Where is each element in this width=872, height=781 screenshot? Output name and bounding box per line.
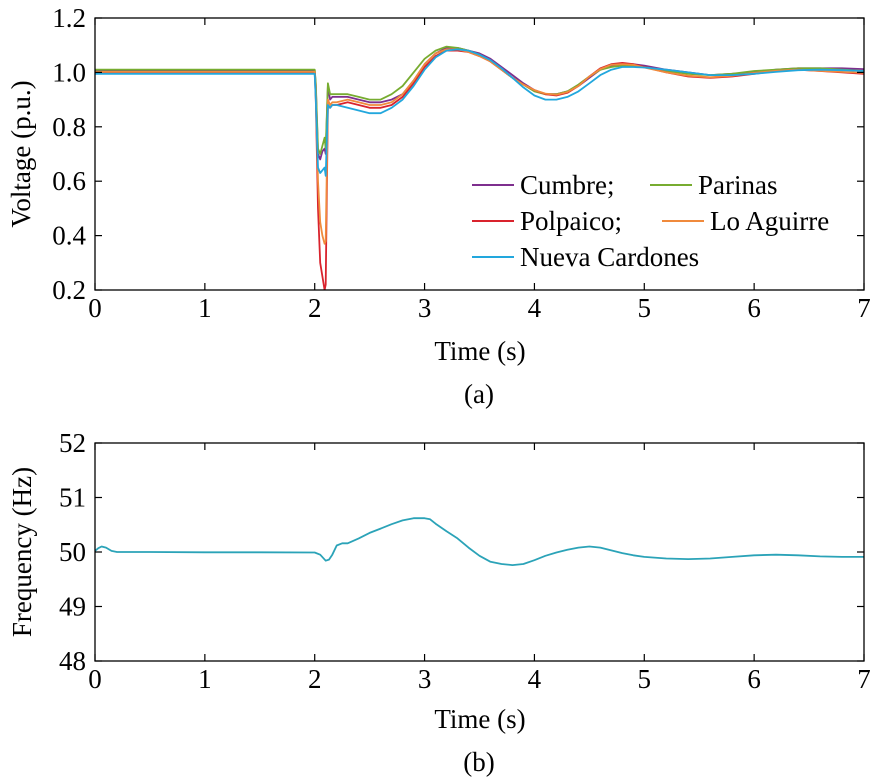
voltage-axis-ticks: 0 1 2 3 4 5 6 7 0.2 0.4 0.6 0.8 1.0 1.2 (52, 3, 871, 323)
legend-label-lo-aguirre: Lo Aguirre (710, 206, 829, 236)
frequency-x-tick-label: 7 (857, 664, 871, 694)
voltage-x-tick-label: 3 (418, 293, 432, 323)
voltage-y-tick-label: 0.6 (52, 166, 86, 196)
voltage-x-tick-label: 5 (638, 293, 652, 323)
voltage-series-line-lo-aguirre (95, 48, 864, 245)
voltage-series-line-nueva-cardones (95, 48, 864, 177)
frequency-chart: 0 1 2 3 4 5 6 7 48 49 50 51 52 Time (s) Frequency (H… (7, 428, 871, 777)
legend-label-cumbre: Cumbre; (520, 170, 615, 200)
frequency-x-tick-label: 3 (418, 664, 432, 694)
voltage-x-tick-label: 1 (198, 293, 212, 323)
legend-label-polpaico: Polpaico; (520, 206, 622, 236)
frequency-series-group (95, 517, 864, 566)
frequency-panel-caption: (b) (463, 747, 494, 777)
frequency-x-tick-label: 1 (198, 664, 212, 694)
frequency-y-tick-label: 52 (59, 428, 86, 458)
voltage-x-axis-label: Time (s) (434, 336, 525, 366)
frequency-x-tick-label: 5 (638, 664, 652, 694)
voltage-legend: Cumbre; Parinas Polpaico; Lo Aguirre Nue… (472, 170, 829, 272)
frequency-series-line-0 (95, 517, 864, 566)
legend-label-nueva-cardones: Nueva Cardones (520, 242, 699, 272)
frequency-y-tick-label: 48 (59, 646, 86, 676)
voltage-x-tick-label: 2 (308, 293, 322, 323)
voltage-y-tick-label: 0.2 (52, 275, 86, 305)
frequency-x-tick-label: 4 (528, 664, 542, 694)
voltage-plot-frame (94, 17, 865, 291)
legend-label-parinas: Parinas (698, 170, 777, 200)
voltage-y-axis-label: Voltage (p.u.) (6, 80, 36, 227)
voltage-series-group (95, 45, 864, 290)
voltage-y-tick-label: 1.0 (52, 57, 86, 87)
voltage-panel-caption: (a) (464, 379, 494, 409)
voltage-chart: 0 1 2 3 4 5 6 7 0.2 0.4 0.6 0.8 1.0 1.2 Time (s) Volt… (6, 3, 871, 409)
frequency-x-tick-label: 0 (88, 664, 102, 694)
voltage-y-tick-label: 1.2 (52, 3, 86, 33)
voltage-x-tick-label: 7 (857, 293, 871, 323)
frequency-x-tick-label: 6 (747, 664, 761, 694)
frequency-y-axis-label: Frequency (Hz) (7, 467, 37, 637)
frequency-y-tick-label: 51 (59, 483, 86, 513)
frequency-x-axis-label: Time (s) (434, 704, 525, 734)
voltage-series-line-parinas (95, 45, 864, 155)
voltage-y-tick-label: 0.8 (52, 112, 86, 142)
voltage-x-tick-label: 6 (747, 293, 761, 323)
frequency-x-tick-label: 2 (308, 664, 322, 694)
frequency-y-tick-label: 49 (59, 592, 86, 622)
voltage-x-tick-label: 4 (528, 293, 542, 323)
voltage-x-tick-label: 0 (88, 293, 102, 323)
voltage-y-tick-label: 0.4 (52, 221, 86, 251)
frequency-axis-ticks: 0 1 2 3 4 5 6 7 48 49 50 51 52 (59, 428, 871, 694)
frequency-y-tick-label: 50 (59, 537, 86, 567)
voltage-series-line-cumbre (95, 47, 864, 161)
